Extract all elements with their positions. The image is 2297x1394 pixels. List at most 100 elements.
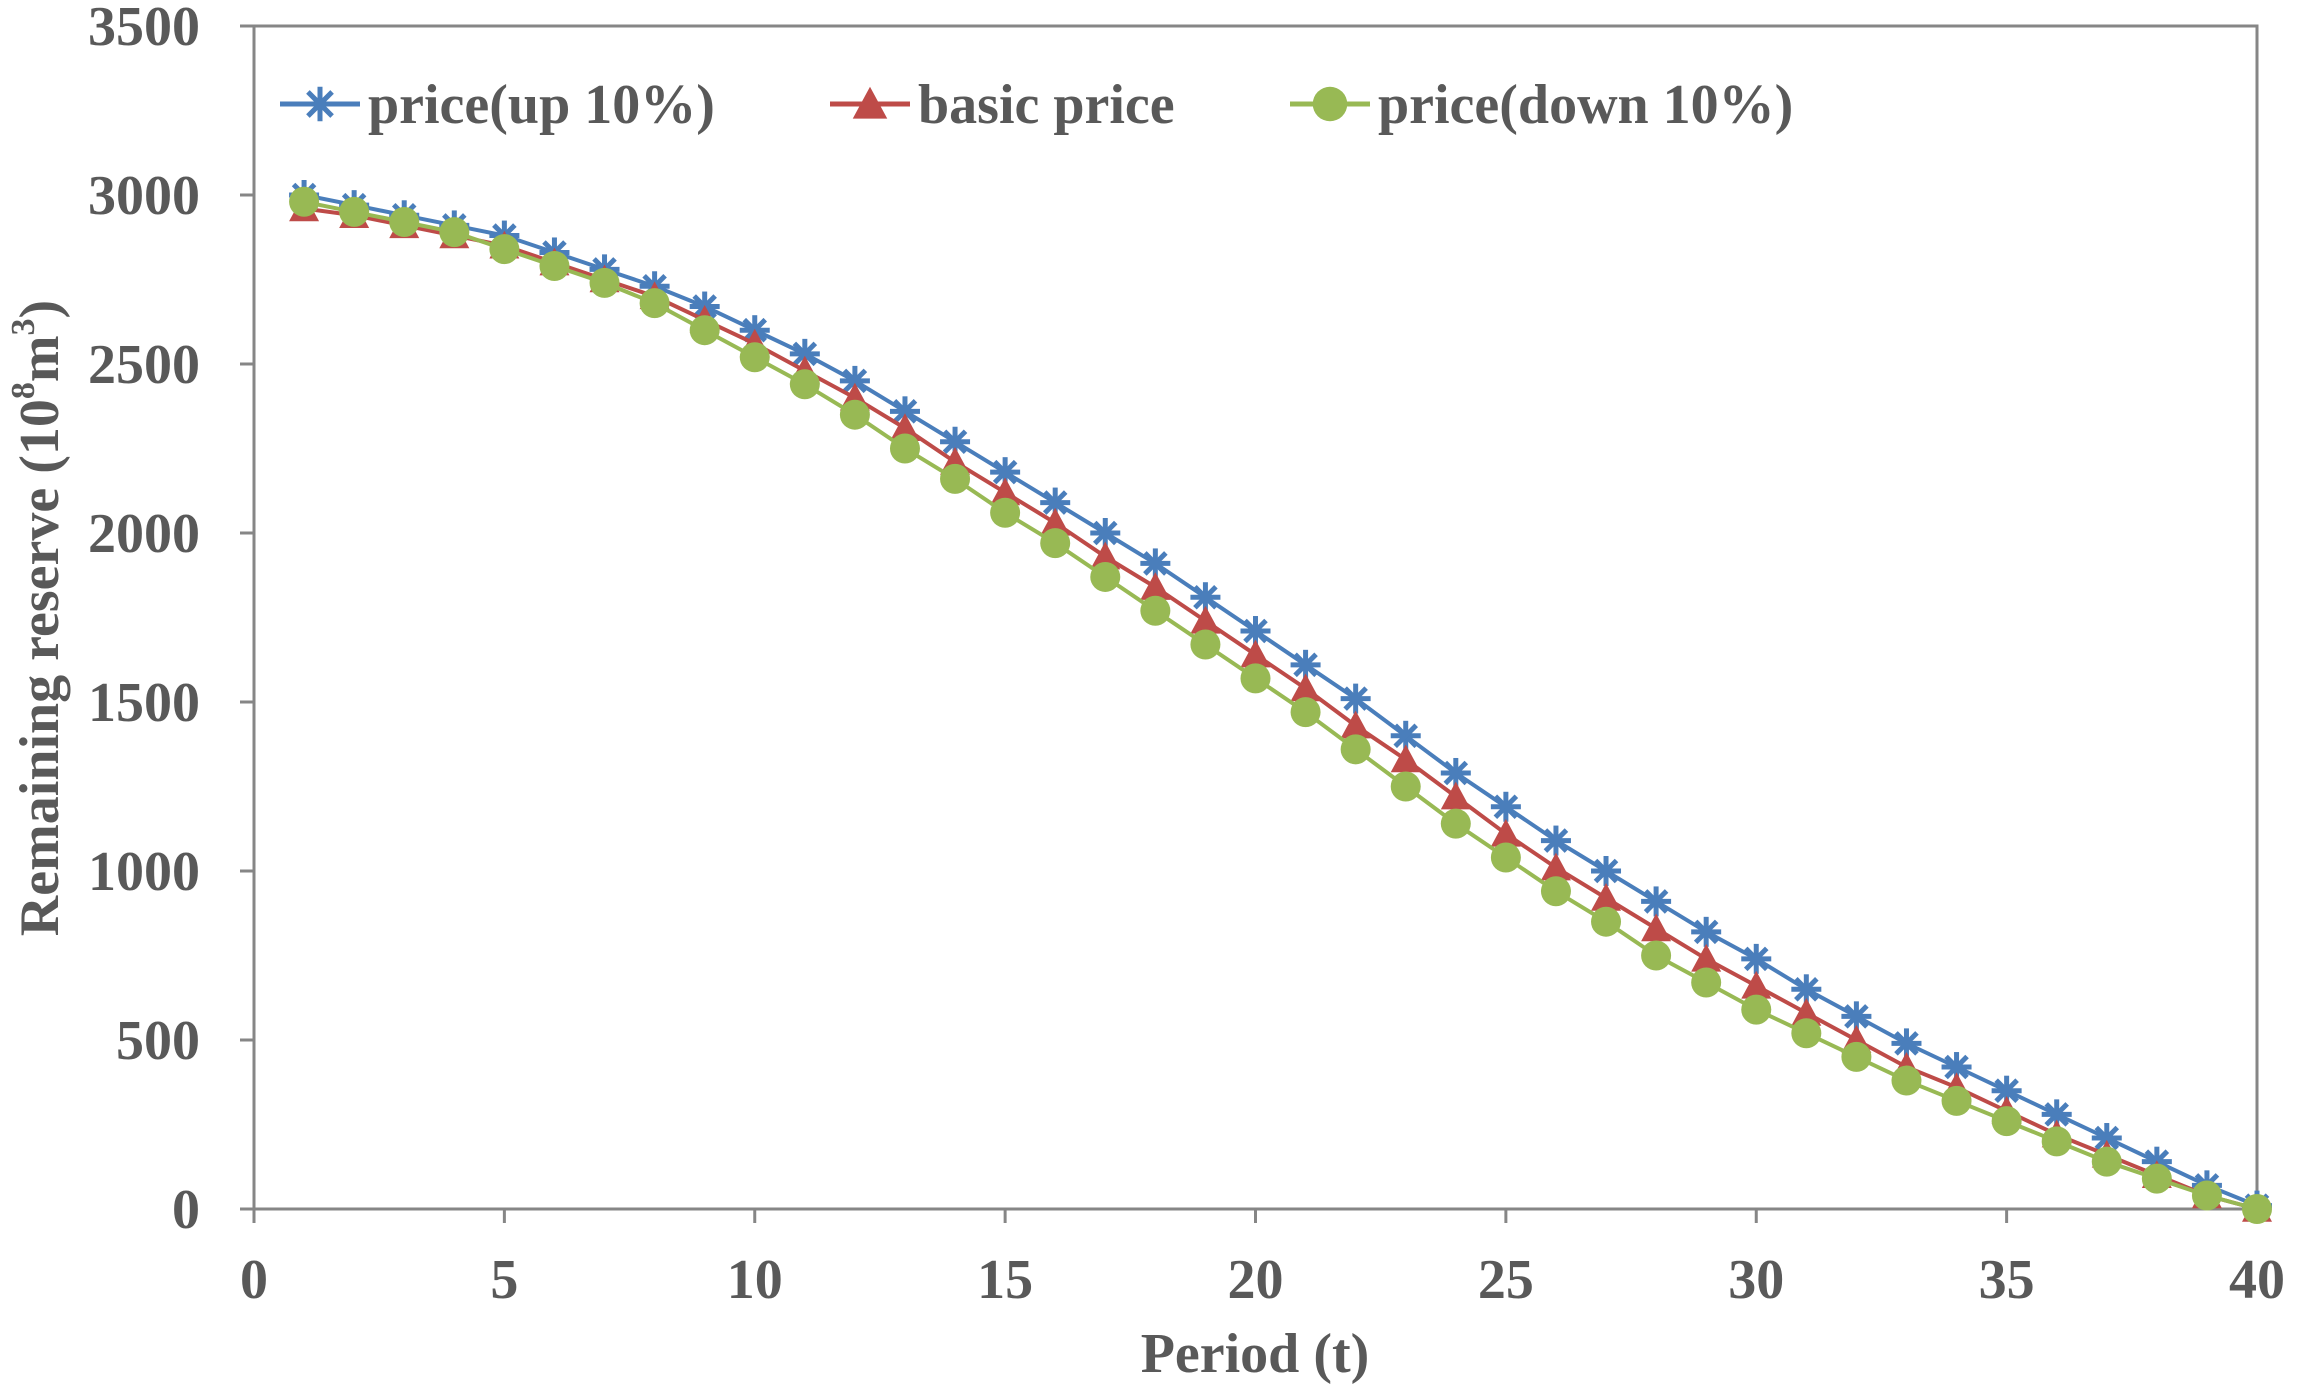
star-marker (2041, 1099, 2072, 1130)
star-marker (1791, 974, 1822, 1005)
x-tick-label: 10 (727, 1249, 783, 1311)
triangle-marker (1591, 883, 1622, 911)
circle-marker (1312, 86, 1348, 122)
triangle-marker (1340, 710, 1371, 739)
triangle-marker (1490, 818, 1521, 847)
circle-marker (889, 433, 920, 464)
triangle-marker (1090, 541, 1121, 570)
triangle-marker (1390, 744, 1421, 773)
circle-marker (1841, 1041, 1872, 1072)
legend-item: basic price (830, 74, 1175, 136)
circle-marker (739, 342, 770, 373)
circle-marker (2191, 1180, 2222, 1211)
y-axis-title: Remaining reserve (108m3) (5, 300, 71, 936)
star-marker (1641, 886, 1672, 917)
circle-marker (839, 399, 870, 430)
y-axis: 0 500 1000 1500 2000 2500 3000 3500 (88, 0, 254, 1241)
circle-marker (2242, 1194, 2272, 1224)
circle-marker (1440, 808, 1471, 839)
triangle-marker (1440, 781, 1471, 810)
x-tick-label: 40 (2229, 1249, 2285, 1311)
circle-marker (639, 288, 670, 319)
x-tick-label: 35 (1979, 1249, 2035, 1311)
triangle-marker (1240, 639, 1271, 668)
circle-marker (1691, 967, 1722, 998)
x-tick-label: 30 (1728, 1249, 1784, 1311)
y-axis-title-sup2: 3 (5, 318, 42, 335)
legend-label: price(down 10%) (1378, 74, 1793, 136)
triangle-marker (1741, 970, 1772, 999)
circle-marker (2141, 1163, 2172, 1194)
circle-marker (1540, 876, 1571, 907)
y-tick-label: 0 (172, 1179, 200, 1241)
triangle-marker (990, 477, 1021, 506)
triangle-marker (1190, 605, 1221, 634)
series-line (303, 206, 2258, 1211)
y-tick-label: 1000 (88, 841, 200, 903)
circle-marker (689, 315, 720, 346)
circle-marker (1791, 1018, 1822, 1049)
circle-marker (1390, 771, 1421, 802)
star-marker (1691, 916, 1722, 947)
circle-marker (1991, 1106, 2022, 1137)
series-line (303, 199, 2258, 1211)
circle-marker (289, 186, 320, 217)
y-tick-label: 3000 (88, 165, 200, 227)
circle-marker (990, 497, 1021, 528)
x-tick-label: 0 (240, 1249, 268, 1311)
series-line (303, 193, 2258, 1208)
circle-marker (1190, 629, 1221, 660)
circle-marker (1641, 940, 1672, 971)
y-tick-label: 500 (116, 1010, 200, 1072)
triangle-marker (1040, 507, 1071, 536)
circle-marker (1290, 697, 1321, 728)
circle-marker (1340, 734, 1371, 765)
y-tick-label: 2000 (88, 503, 200, 565)
y-tick-label: 3500 (88, 0, 200, 58)
circle-marker (1591, 906, 1622, 937)
y-tick-label: 1500 (88, 672, 200, 734)
x-tick-label: 20 (1228, 1249, 1284, 1311)
circle-marker (1040, 528, 1071, 559)
circle-marker (2041, 1126, 2072, 1157)
circle-marker (1140, 595, 1171, 626)
circle-marker (589, 267, 620, 298)
circle-marker (940, 463, 971, 494)
y-tick-label: 2500 (88, 334, 200, 396)
x-tick-label: 25 (1478, 1249, 1534, 1311)
triangle-marker (1791, 997, 1822, 1026)
legend-label: basic price (918, 74, 1175, 136)
star-marker (1490, 791, 1521, 822)
star-marker (1841, 1001, 1872, 1032)
circle-marker (539, 250, 570, 281)
circle-marker (789, 369, 820, 400)
triangle-marker (889, 413, 920, 441)
legend-item: price(up 10%) (280, 74, 715, 136)
star-marker (1891, 1028, 1922, 1059)
circle-marker (339, 196, 370, 227)
triangle-marker (1540, 852, 1571, 881)
triangle-marker (852, 86, 888, 119)
y-axis-title-mid: m (9, 335, 71, 382)
x-axis-title: Period (t) (1141, 1323, 1370, 1385)
x-tick-label: 15 (977, 1249, 1033, 1311)
star-marker (1741, 943, 1772, 974)
y-axis-title-sup1: 8 (5, 382, 42, 399)
star-marker (1340, 683, 1371, 714)
circle-marker (1741, 994, 1772, 1025)
circle-marker (439, 217, 470, 248)
circle-marker (389, 207, 420, 238)
star-marker (940, 426, 971, 457)
triangle-marker (1641, 913, 1672, 942)
series-layer (289, 180, 2272, 1224)
star-marker (990, 457, 1021, 488)
circle-marker (2091, 1146, 2122, 1177)
triangle-marker (1140, 572, 1171, 600)
circle-marker (1941, 1085, 1972, 1116)
circle-marker (1490, 842, 1521, 873)
circle-marker (1891, 1065, 1922, 1096)
circle-marker (1090, 561, 1121, 592)
star-marker (1540, 825, 1571, 856)
star-marker (1591, 856, 1622, 886)
